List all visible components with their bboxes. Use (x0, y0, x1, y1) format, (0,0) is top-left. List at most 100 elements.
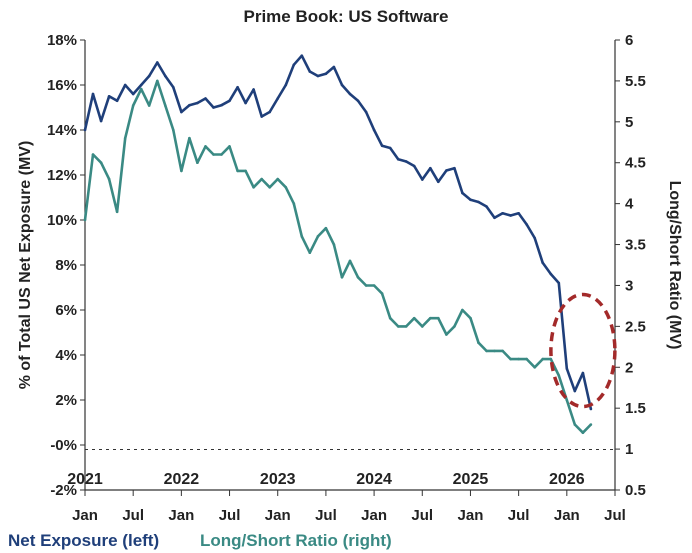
net-exposure-point (380, 144, 384, 148)
long-short-ratio-point (268, 186, 272, 189)
long-short-ratio-point (581, 431, 585, 435)
long-short-ratio-point (541, 357, 544, 361)
right-tick-label: 4.5 (625, 155, 646, 172)
long-short-ratio-point (533, 366, 536, 369)
net-exposure-point (469, 198, 472, 202)
long-short-ratio-point (364, 284, 368, 287)
net-exposure-point (147, 74, 151, 78)
long-short-ratio-point (573, 423, 577, 426)
net-exposure-point (244, 101, 247, 105)
right-tick-label: 5.5 (625, 73, 646, 90)
long-short-ratio-point (99, 161, 103, 164)
highlight-ellipse (549, 292, 617, 409)
net-exposure-point (196, 101, 199, 105)
long-short-ratio-point (372, 284, 376, 287)
left-tick-label: 2% (55, 392, 77, 409)
net-exposure-point (404, 160, 408, 163)
axes: 18% 16% 14% 12% 10% 8% 6% 4% 2% -0% -2% 6 5.5 5 4.5 4 3.… (17, 32, 683, 524)
net-exposure-point (284, 83, 288, 87)
x-tick-label: Jul (315, 507, 337, 524)
x-tick-label: Jul (604, 507, 626, 524)
long-short-ratio-point (340, 276, 344, 279)
long-short-ratio-point (412, 316, 416, 320)
long-short-ratio-point (421, 325, 424, 328)
right-tick-label: 0.5 (625, 482, 646, 499)
long-short-ratio-point (292, 202, 296, 205)
year-label: 2026 (549, 471, 585, 488)
net-exposure-point (421, 178, 424, 181)
net-exposure-point (549, 272, 553, 276)
net-exposure-point (493, 216, 496, 220)
left-tick-label: 16% (47, 77, 77, 94)
right-axis-title: Long/Short Ratio (MV) (666, 181, 683, 350)
left-tick-label: 12% (47, 167, 77, 184)
long-short-ratio-point (204, 145, 207, 148)
net-exposure-point (429, 166, 432, 170)
net-exposure-point (156, 61, 159, 64)
x-tick-label: Jan (168, 507, 194, 524)
long-short-ratio-point (396, 325, 400, 328)
long-short-ratio-point (445, 333, 448, 336)
year-label: 2021 (67, 471, 103, 488)
right-tick-label: 1.5 (625, 400, 646, 417)
long-short-ratio-point (164, 104, 167, 107)
left-tick-label: 18% (47, 32, 77, 49)
long-short-ratio-point (172, 128, 175, 132)
net-exposure-point (276, 97, 280, 100)
annotation-layer (549, 292, 617, 409)
x-tick-label: Jul (411, 507, 433, 524)
net-exposure-point (573, 389, 577, 393)
left-tick-label: 14% (47, 122, 77, 139)
year-label: 2024 (356, 471, 392, 488)
legend: Net Exposure (left) Long/Short Ratio (ri… (8, 531, 392, 550)
net-exposure-point (477, 200, 480, 204)
long-short-ratio-point (348, 259, 352, 263)
net-exposure-point (139, 83, 143, 87)
x-tick-label: Jul (508, 507, 530, 524)
left-axis-title: % of Total US Net Exposure (MV) (17, 141, 34, 390)
net-exposure-point (348, 92, 352, 96)
x-tick-label: Jan (458, 507, 484, 524)
net-exposure-point (99, 119, 103, 123)
net-exposure-point (364, 110, 368, 114)
x-tick-label: Jul (219, 507, 241, 524)
left-tick-label: 8% (55, 257, 77, 274)
long-short-ratio-point (429, 316, 432, 320)
left-tick-label: 4% (55, 347, 77, 364)
left-tick-label: 10% (47, 212, 77, 229)
net-exposure-point (252, 88, 255, 91)
net-exposure-point (300, 54, 304, 57)
x-tick-label: Jan (361, 507, 387, 524)
long-short-ratio-point (477, 341, 480, 345)
right-tick-label: 2.5 (625, 318, 646, 335)
long-short-ratio-point (196, 161, 199, 164)
long-short-ratio-point (485, 349, 488, 353)
net-exposure-point (204, 97, 207, 100)
long-short-ratio-point (107, 177, 111, 181)
net-exposure-point (501, 212, 504, 215)
left-tick-label: 6% (55, 302, 77, 319)
x-tick-label: Jul (122, 507, 144, 524)
legend-net-exposure: Net Exposure (left) (8, 531, 159, 550)
net-exposure-point (107, 95, 111, 98)
long-short-ratio-point (91, 153, 95, 156)
x-tick-label: Jan (265, 507, 291, 524)
long-short-ratio-point (509, 357, 512, 361)
net-exposure-point (581, 371, 585, 375)
net-exposure-point (236, 86, 239, 89)
long-short-ratio-point (260, 177, 264, 181)
net-exposure-point (308, 70, 312, 73)
net-exposure-line (83, 54, 593, 410)
net-exposure-point (324, 72, 328, 76)
long-short-ratio-point (244, 169, 247, 173)
right-tick-label: 6 (625, 32, 633, 49)
long-short-ratio-point (453, 325, 456, 328)
long-short-ratio-point (493, 349, 496, 353)
legend-long-short-ratio: Long/Short Ratio (right) (200, 531, 392, 550)
long-short-ratio-point (115, 210, 119, 214)
long-short-ratio-point (131, 104, 135, 107)
long-short-ratio-point (236, 169, 239, 173)
net-exposure-point (533, 236, 536, 240)
net-exposure-point (541, 261, 544, 265)
